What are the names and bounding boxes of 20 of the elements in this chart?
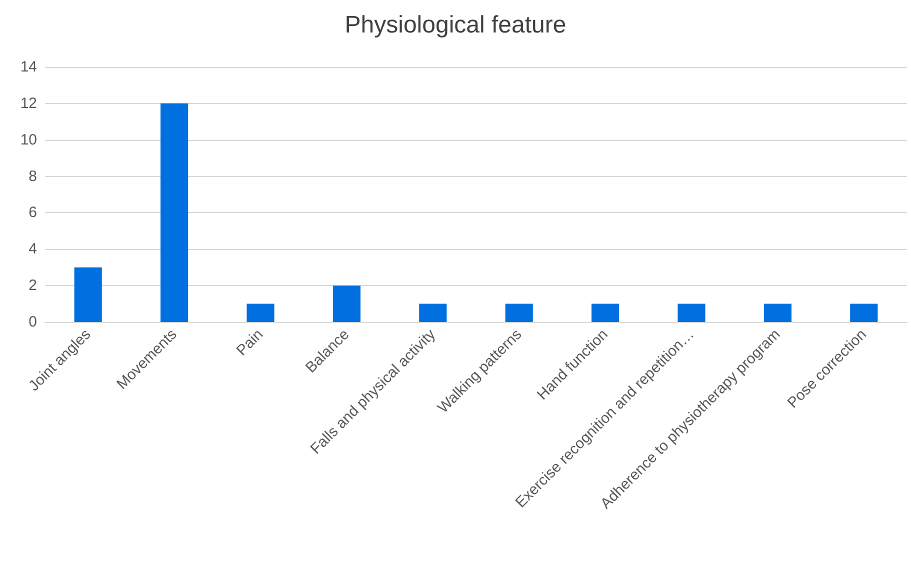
y-tick-label: 4 [28,240,37,258]
bar [505,304,533,322]
bar [74,267,102,322]
y-tick-label: 2 [28,277,37,294]
y-tick-label: 10 [20,131,37,148]
bar [678,304,706,322]
bar [332,286,360,322]
y-tick-label: 14 [20,58,37,76]
bar [160,103,188,322]
bar [592,304,620,322]
y-tick-label: 6 [28,204,37,222]
chart-title: Physiological feature [344,12,566,38]
bar [764,304,792,322]
y-tick-label: 8 [28,168,37,185]
y-tick-label: 0 [28,314,37,330]
y-tick-label: 12 [20,94,37,112]
bar [850,304,878,322]
bar [246,304,274,322]
bar [419,304,447,322]
x-tick-label: Pain [233,326,267,360]
